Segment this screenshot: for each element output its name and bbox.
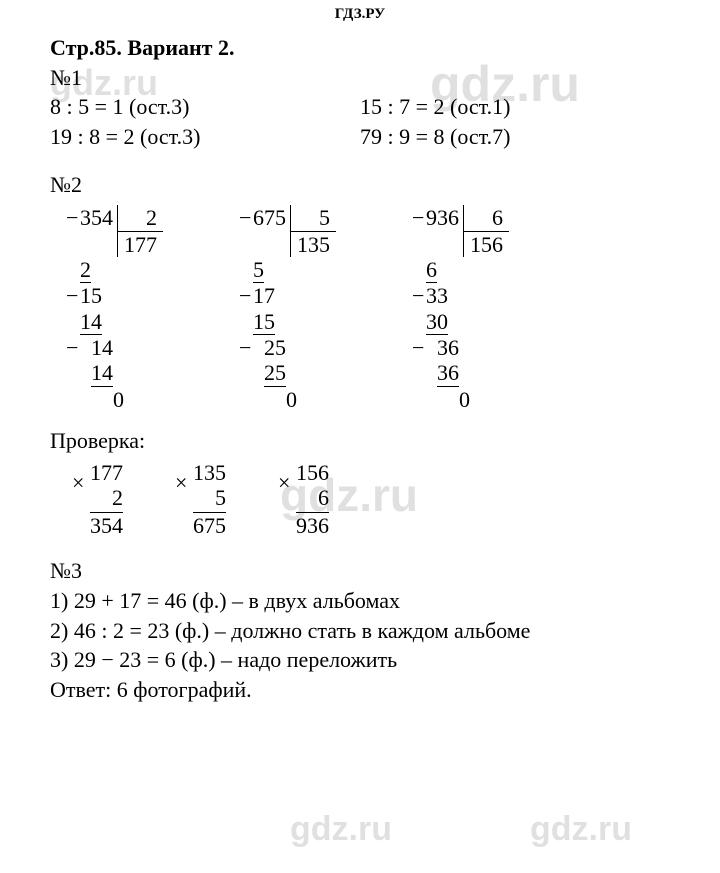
t3-line2: 2) 46 : 2 = 23 (ф.) – должно стать в каж… [50, 616, 670, 646]
long-division: 936615663330 36 36 0 [426, 205, 509, 411]
t1-left2: 19 : 8 = 2 (ост.3) [50, 122, 360, 152]
site-header: ГДЗ.РУ [0, 0, 720, 23]
long-division: 675513551715 25 25 0 [253, 205, 336, 411]
t1-right1: 15 : 7 = 2 (ост.1) [360, 92, 670, 122]
long-division: 354217721514 14 14 0 [80, 205, 163, 411]
long-division-group: 354217721514 14 14 0 675513551715 25 25 0… [80, 205, 670, 411]
multiplication-check: ×1772354 [90, 460, 123, 539]
multiplication-check: ×1566936 [296, 460, 329, 539]
check-label: Проверка: [50, 426, 670, 456]
multiplication-group: ×1772354 ×1355675 ×1566936 [90, 460, 670, 539]
multiplication-check: ×1355675 [193, 460, 226, 539]
task-2-label: №2 [50, 170, 670, 200]
t1-left1: 8 : 5 = 1 (ост.3) [50, 92, 360, 122]
t3-line1: 1) 29 + 17 = 46 (ф.) – в двух альбомах [50, 586, 670, 616]
t1-right2: 79 : 9 = 8 (ост.7) [360, 122, 670, 152]
task-3-label: №3 [50, 556, 670, 586]
task-1-row1: 8 : 5 = 1 (ост.3) 15 : 7 = 2 (ост.1) [50, 92, 670, 122]
page-content: Стр.85. Вариант 2. №1 8 : 5 = 1 (ост.3) … [0, 23, 720, 705]
task-1-row2: 19 : 8 = 2 (ост.3) 79 : 9 = 8 (ост.7) [50, 122, 670, 152]
watermark: gdz.ru [290, 810, 392, 849]
page-title: Стр.85. Вариант 2. [50, 33, 670, 63]
task-1-label: №1 [50, 63, 670, 93]
watermark: gdz.ru [530, 810, 632, 849]
t3-line3: 3) 29 − 23 = 6 (ф.) – надо переложить [50, 645, 670, 675]
t3-answer: Ответ: 6 фотографий. [50, 675, 670, 705]
